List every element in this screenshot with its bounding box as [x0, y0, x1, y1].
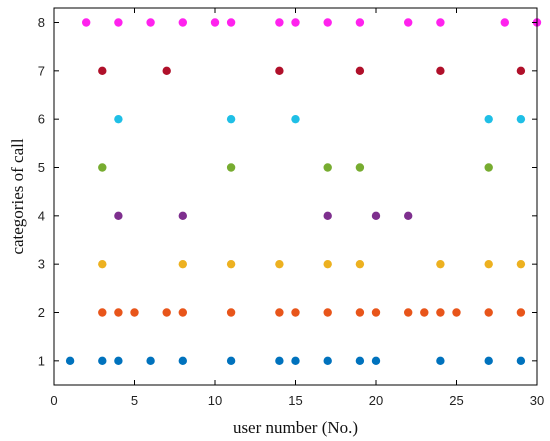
- data-point: [484, 114, 493, 124]
- data-point: [114, 308, 123, 317]
- data-point: [420, 308, 429, 317]
- data-point: [226, 259, 236, 269]
- x-tick-label: 30: [530, 393, 544, 408]
- y-axis-label: categories of call: [8, 138, 27, 254]
- data-point: [371, 308, 381, 317]
- data-point: [146, 356, 155, 366]
- x-tick-label: 25: [449, 393, 463, 408]
- data-point: [436, 66, 445, 76]
- data-point: [114, 114, 123, 124]
- data-point: [162, 308, 171, 317]
- data-point: [500, 18, 509, 27]
- data-point: [323, 259, 332, 269]
- x-tick-label: 20: [369, 393, 383, 408]
- data-point: [516, 259, 526, 269]
- data-point: [484, 259, 493, 269]
- data-point: [98, 308, 107, 317]
- data-point: [275, 18, 284, 27]
- x-axis-label: user number (No.): [233, 418, 358, 437]
- axis-ticks: 0 5 10 15 20 25 30 1 2 3 4 5 6 7 8: [38, 8, 544, 408]
- x-tick-label: 0: [50, 393, 57, 408]
- data-points: [65, 18, 542, 366]
- y-tick-label: 8: [38, 15, 45, 30]
- y-tick-label: 7: [38, 63, 45, 78]
- data-point: [355, 308, 365, 317]
- data-point: [436, 18, 445, 27]
- data-point: [65, 356, 75, 366]
- data-point: [226, 114, 236, 124]
- x-tick-label: 5: [131, 393, 138, 408]
- data-point: [516, 308, 526, 317]
- y-tick-label: 4: [38, 208, 45, 223]
- data-point: [355, 356, 365, 366]
- data-point: [178, 356, 187, 366]
- data-point: [114, 18, 123, 27]
- data-point: [178, 211, 187, 221]
- data-point: [323, 18, 332, 27]
- data-point: [98, 163, 107, 172]
- data-point: [516, 356, 526, 366]
- x-tick-label: 15: [288, 393, 302, 408]
- data-point: [436, 308, 445, 317]
- data-point: [98, 66, 107, 76]
- data-point: [323, 211, 332, 221]
- data-point: [178, 18, 187, 27]
- data-point: [178, 308, 187, 317]
- data-point: [436, 356, 445, 366]
- data-point: [226, 18, 236, 27]
- data-point: [404, 211, 413, 221]
- data-point: [516, 66, 526, 76]
- data-point: [178, 259, 187, 269]
- data-point: [114, 356, 123, 366]
- y-tick-label: 5: [38, 160, 45, 175]
- data-point: [404, 308, 413, 317]
- data-point: [275, 259, 284, 269]
- y-tick-label: 6: [38, 112, 45, 127]
- y-tick-label: 1: [38, 353, 45, 368]
- data-point: [82, 18, 91, 27]
- data-point: [275, 308, 284, 317]
- data-point: [226, 308, 236, 317]
- data-point: [355, 18, 365, 27]
- data-point: [484, 163, 493, 172]
- data-point: [436, 259, 445, 269]
- data-point: [516, 114, 526, 124]
- data-point: [371, 356, 381, 366]
- data-point: [275, 66, 284, 76]
- data-point: [404, 18, 413, 27]
- y-tick-label: 2: [38, 305, 45, 320]
- data-point: [162, 66, 171, 76]
- data-point: [371, 211, 381, 221]
- data-point: [323, 308, 332, 317]
- data-point: [355, 66, 365, 76]
- data-point: [291, 18, 300, 27]
- data-point: [130, 308, 139, 317]
- data-point: [323, 163, 332, 172]
- data-point: [98, 259, 107, 269]
- y-tick-label: 3: [38, 257, 45, 272]
- data-point: [114, 211, 123, 221]
- data-point: [452, 308, 461, 317]
- data-point: [291, 308, 300, 317]
- data-point: [291, 114, 300, 124]
- data-point: [323, 356, 332, 366]
- data-point: [226, 163, 236, 172]
- data-point: [291, 356, 300, 366]
- data-point: [210, 18, 220, 27]
- data-point: [146, 18, 155, 27]
- data-point: [226, 356, 236, 366]
- data-point: [98, 356, 107, 366]
- data-point: [275, 356, 284, 366]
- x-tick-label: 10: [208, 393, 222, 408]
- data-point: [355, 259, 365, 269]
- data-point: [484, 356, 493, 366]
- data-point: [484, 308, 493, 317]
- data-point: [355, 163, 365, 172]
